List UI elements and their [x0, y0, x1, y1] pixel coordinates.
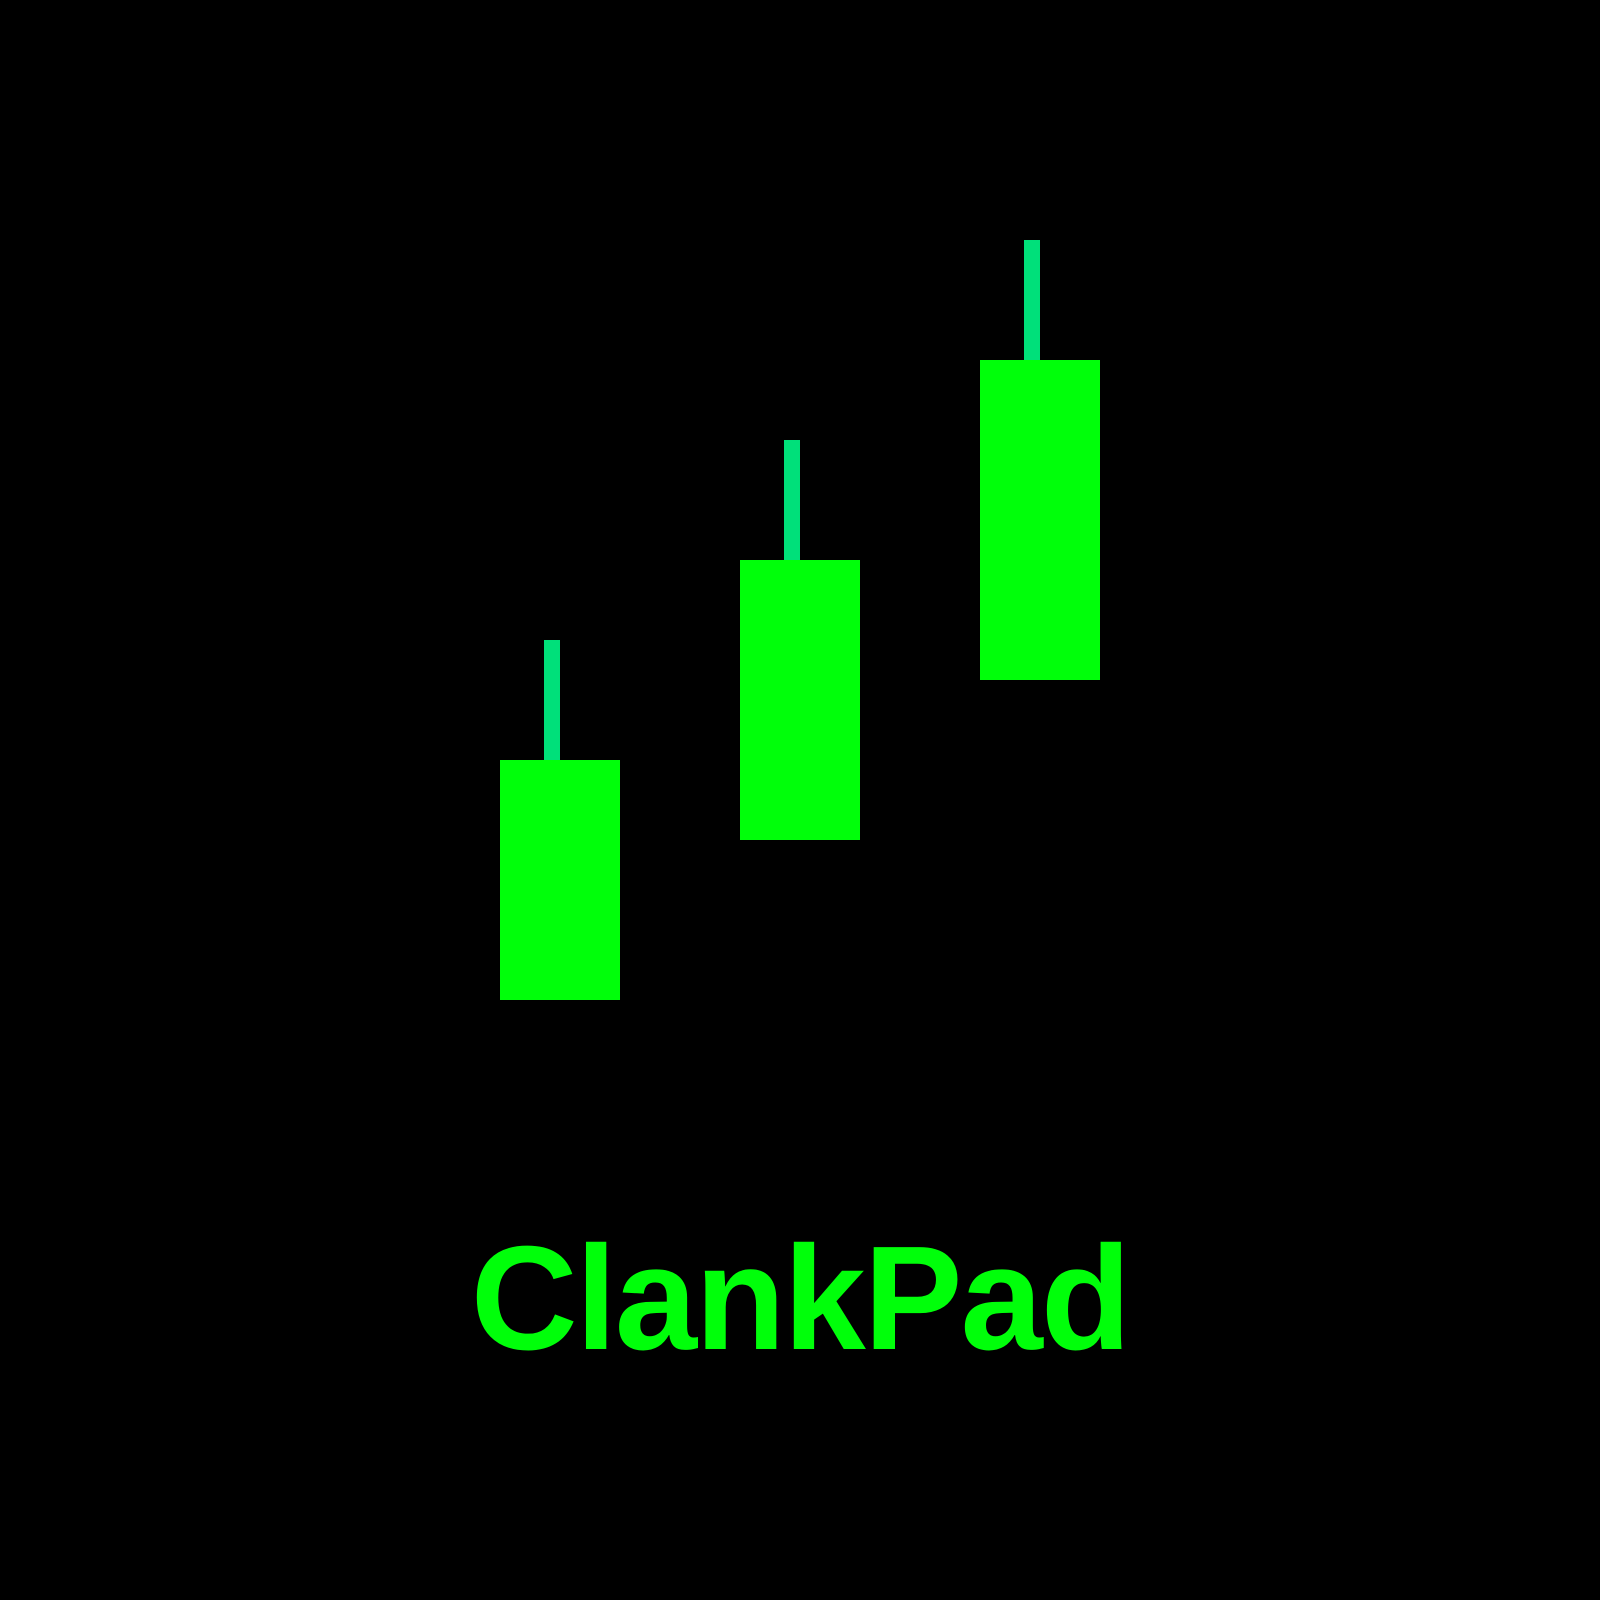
candle-3 — [980, 240, 1100, 680]
candle-2 — [740, 440, 860, 840]
brand-wordmark: ClankPad — [470, 1216, 1131, 1381]
candle-3-wick — [1024, 240, 1040, 360]
candle-1-body — [500, 760, 620, 1000]
candle-2-wick — [784, 440, 800, 560]
candle-2-body — [740, 560, 860, 840]
candle-1 — [500, 640, 620, 1000]
candle-3-body — [980, 360, 1100, 680]
candle-1-wick — [544, 640, 560, 760]
